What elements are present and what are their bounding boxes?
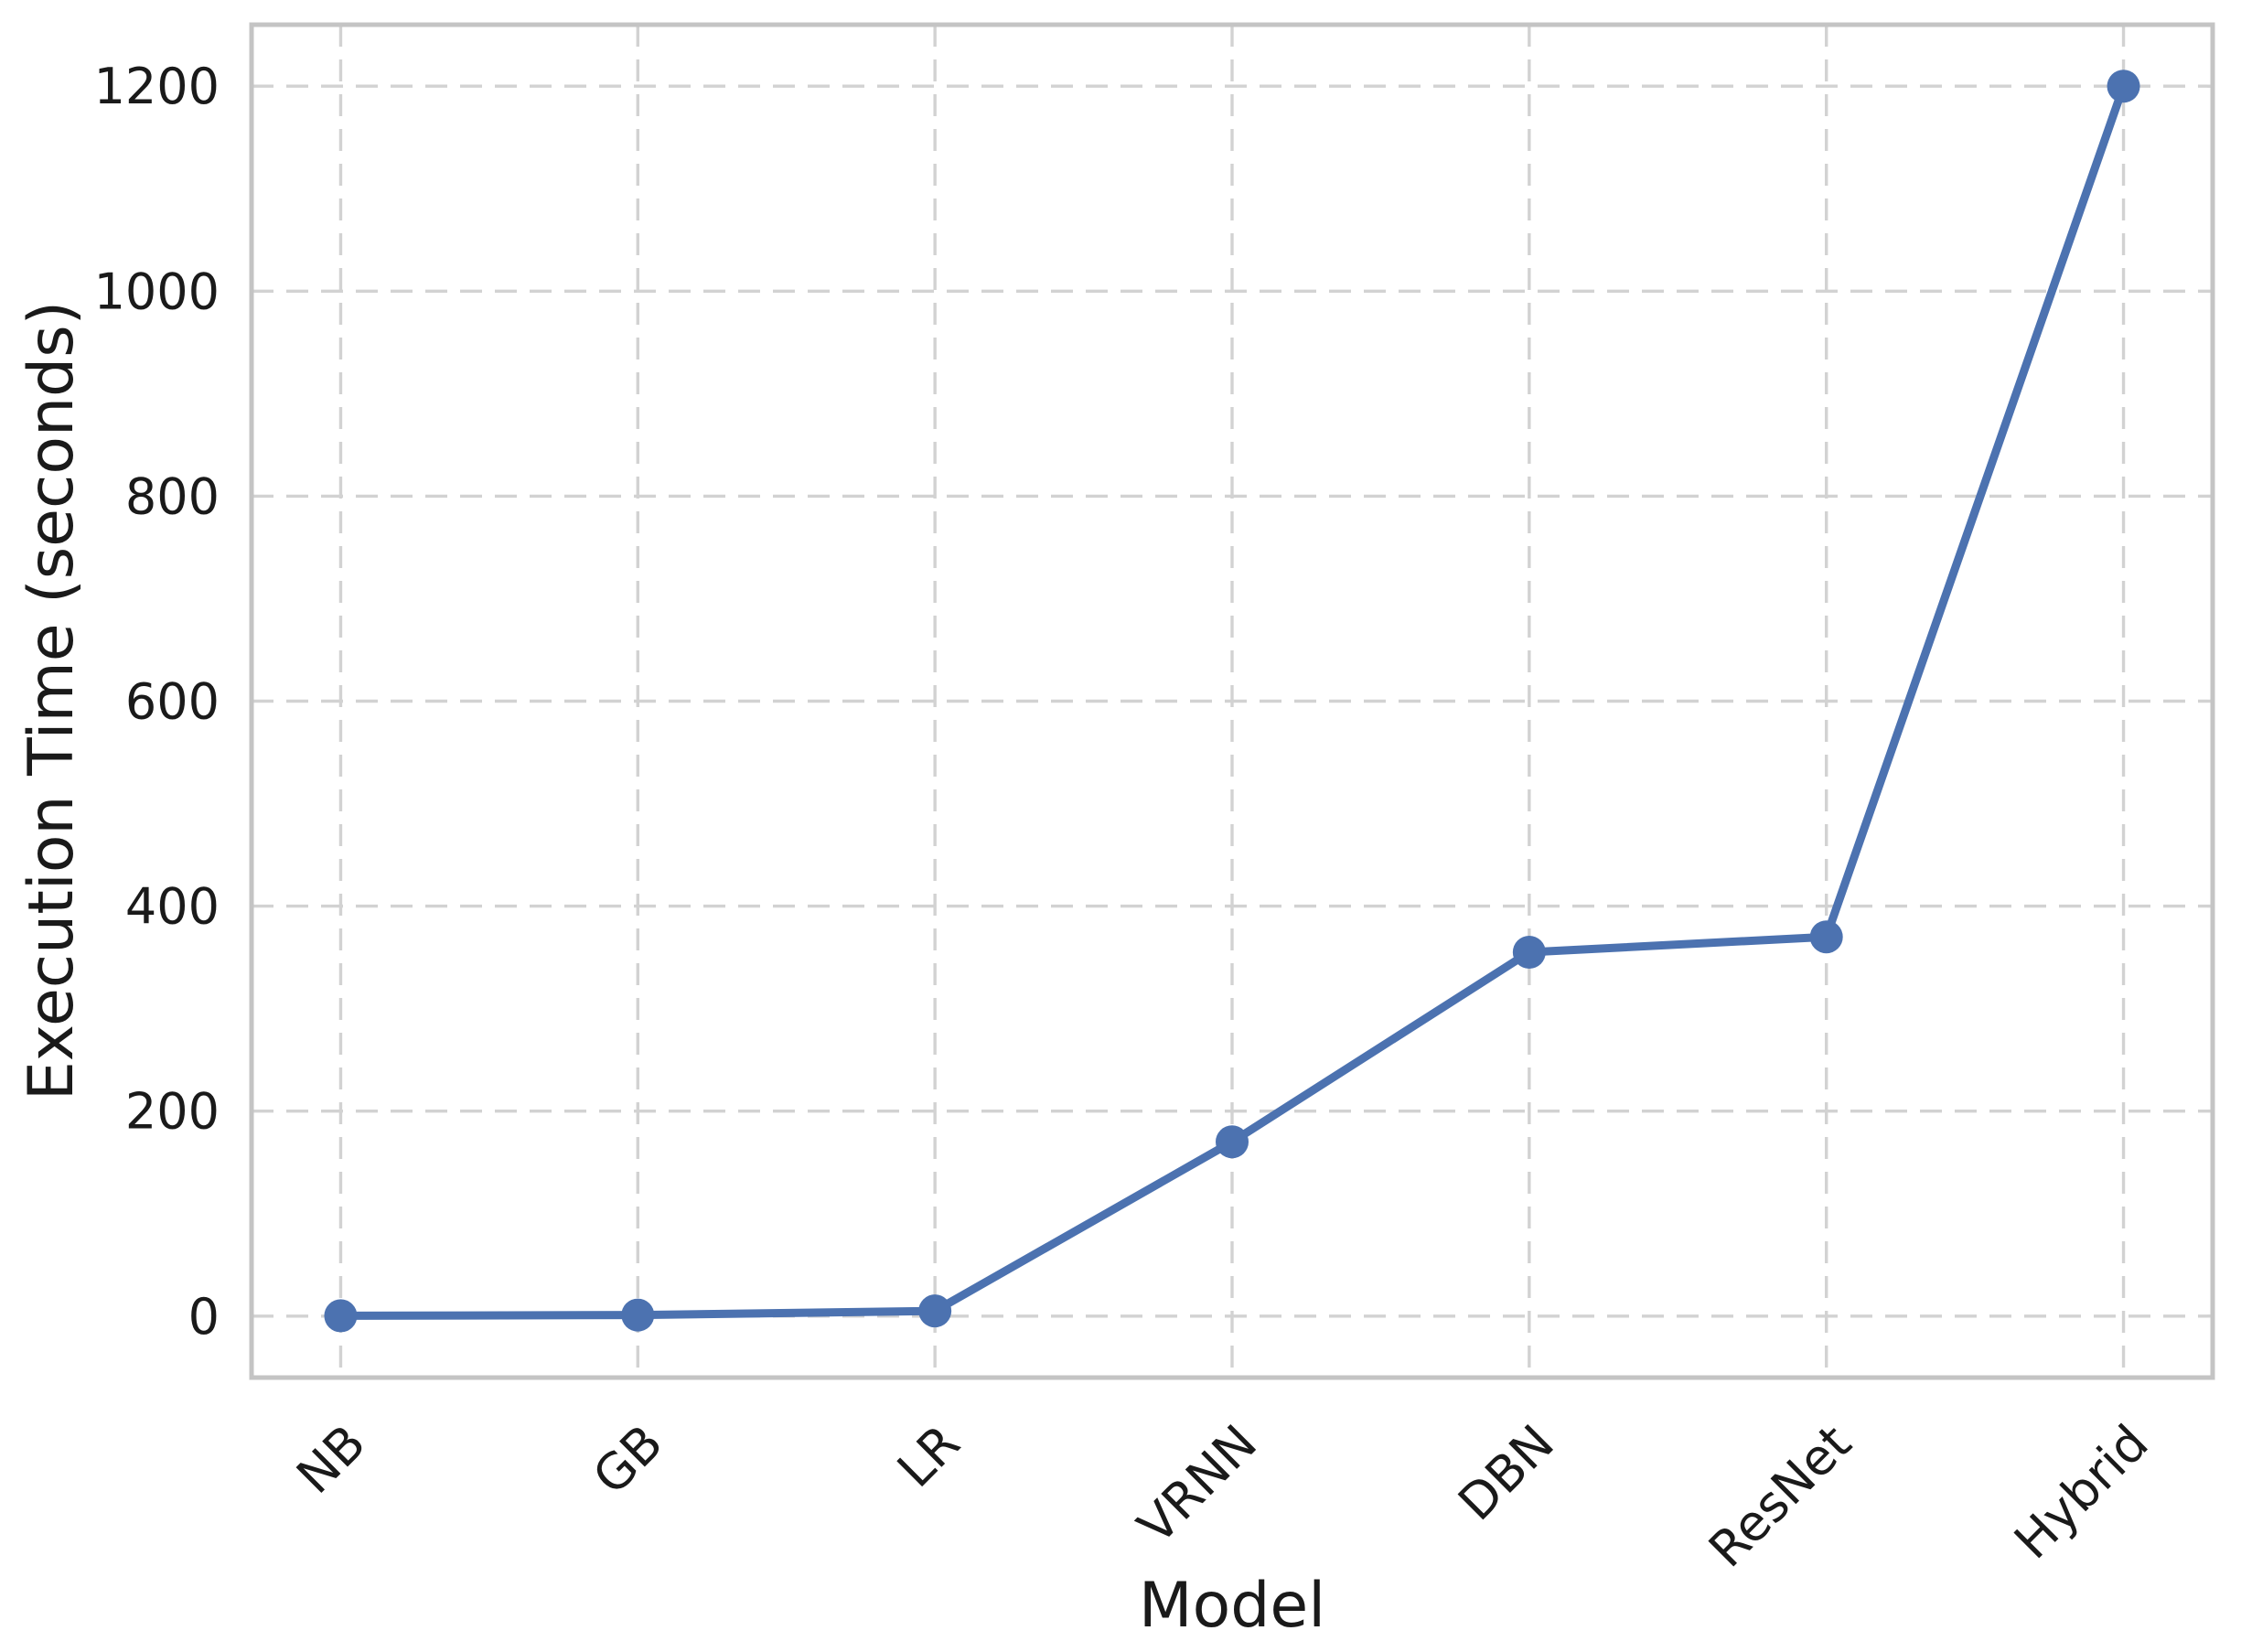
y-tick-label: 800 [125, 467, 220, 525]
data-point-marker [324, 1299, 358, 1333]
y-tick-label: 1200 [94, 58, 220, 115]
data-point-marker [1216, 1125, 1249, 1159]
x-tick-label: Hybrid [2003, 1414, 2160, 1571]
x-tick-label: NB [285, 1414, 376, 1505]
x-axis-title: Model [1138, 1570, 1326, 1642]
y-tick-label: 400 [125, 878, 220, 936]
data-point-marker [1809, 920, 1843, 954]
y-axis-title: Execution Time (seconds) [16, 300, 88, 1101]
y-tick-label: 200 [125, 1083, 220, 1141]
y-tick-label: 600 [125, 673, 220, 731]
y-tick-label: 0 [188, 1288, 220, 1346]
x-tick-label: DBN [1447, 1414, 1565, 1532]
x-tick-label: ResNet [1698, 1414, 1862, 1579]
data-point-marker [918, 1294, 952, 1328]
x-tick-label: LR [886, 1414, 970, 1498]
axes-spines [249, 22, 2215, 1380]
data-point-marker [621, 1298, 655, 1332]
data-point-marker [1512, 936, 1546, 970]
x-tick-label: GB [582, 1414, 673, 1506]
data-point-marker [2107, 70, 2140, 103]
x-tick-label: VRNN [1127, 1414, 1268, 1555]
y-tick-label: 1000 [94, 263, 220, 320]
